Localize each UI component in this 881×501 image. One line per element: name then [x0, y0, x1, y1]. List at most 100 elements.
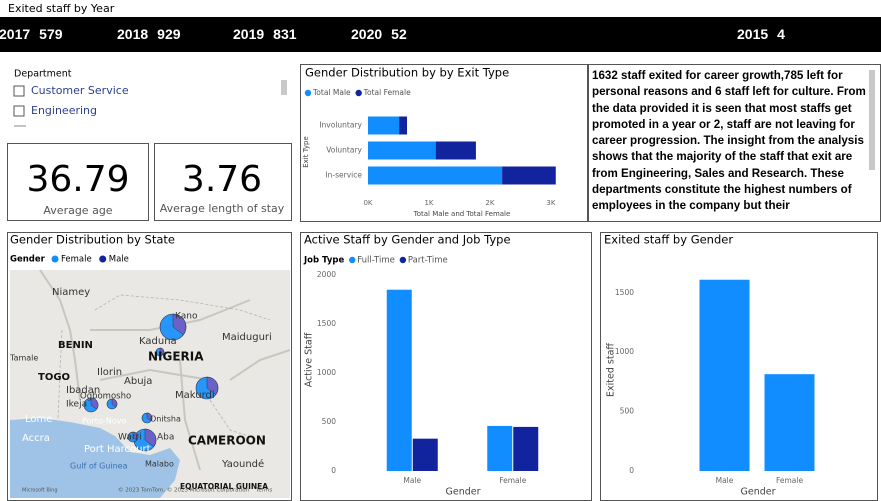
map-bubble-slice — [172, 313, 187, 336]
scrollbar — [869, 70, 875, 170]
bar — [386, 289, 412, 471]
map-place: Aba — [157, 433, 174, 443]
ticker-item: 2015 4 — [737, 26, 785, 42]
map-place: BENIN — [58, 340, 93, 351]
x-tick-label: Female — [499, 476, 527, 485]
map-bubble-slice — [90, 397, 99, 410]
map-bubble-slice — [111, 398, 118, 408]
ticker-count: 831 — [273, 26, 297, 42]
bar — [487, 425, 513, 471]
x-axis-label: Total Male and Total Female — [413, 210, 511, 218]
legend-marker — [399, 256, 407, 264]
ticker-count: 929 — [157, 26, 181, 42]
legend-label: Female — [61, 255, 92, 265]
x-tick-label: 1K — [424, 199, 433, 207]
y-tick-label: Voluntary — [326, 146, 362, 155]
legend-label: Total Male — [312, 88, 351, 97]
x-tick-label: Female — [776, 476, 804, 485]
map-place: NIGERIA — [148, 350, 204, 364]
map-place: Ogbomosho — [80, 392, 131, 402]
map-place: TOGO — [38, 372, 70, 383]
map-place: Ibadan — [66, 385, 100, 396]
map-place: CAMEROON — [188, 434, 266, 448]
y-tick-label: 1500 — [615, 288, 634, 297]
checkbox[interactable] — [13, 85, 25, 97]
map-credit: © 2023 TomTom, © 2023 Microsoft Corporat… — [118, 487, 250, 494]
panel-frame — [300, 64, 588, 222]
y-tick-label: Involuntary — [319, 121, 362, 130]
bar-segment — [368, 166, 503, 185]
bar-segment — [502, 166, 556, 185]
map-title: Gender Distribution by State — [10, 233, 175, 247]
map-place: Gulf of Guinea — [70, 462, 128, 471]
y-tick-label: 1000 — [317, 368, 336, 377]
map-place: Malabo — [145, 460, 174, 469]
map-place: Lome — [25, 414, 52, 425]
map-borders — [57, 294, 271, 441]
card-value: 3.76 — [182, 159, 262, 200]
slicer-item[interactable]: Customer Service — [31, 84, 129, 97]
ticker-item: 2017 579 — [0, 26, 63, 42]
map-bubble-slice — [206, 376, 219, 395]
slicer-item[interactable]: Engineering — [31, 104, 97, 117]
bar-segment — [368, 141, 436, 160]
card-label: Average length of stay — [160, 202, 285, 215]
y-axis-label: Exit Type — [302, 136, 310, 168]
chart-title: Exited staff by Gender — [604, 233, 733, 247]
legend-marker — [99, 255, 107, 263]
card-value: 36.79 — [26, 159, 129, 200]
map-bubble-slice — [159, 347, 165, 355]
map-place: Abuja — [124, 376, 152, 387]
y-tick-label: 500 — [322, 417, 337, 426]
legend-marker — [355, 89, 362, 97]
x-tick-label: 3K — [546, 199, 555, 207]
x-tick-label: 0K — [363, 199, 372, 207]
slicer-title: Department — [14, 69, 72, 80]
y-axis-label: Active Staff — [304, 332, 315, 387]
x-tick-label: Male — [403, 476, 421, 485]
map-place: Makurdi — [175, 390, 215, 401]
bar — [699, 279, 750, 471]
x-axis-label: Gender — [740, 487, 775, 498]
scrollbar — [281, 80, 287, 95]
y-tick-label: 1500 — [317, 319, 336, 328]
map-place: Ikeja — [66, 400, 87, 410]
map-bubble-slice — [132, 431, 139, 441]
panel-frame — [300, 232, 592, 501]
y-axis-label: Exited staff — [606, 343, 617, 397]
map-place: Maiduguri — [222, 332, 272, 343]
y-tick-label: 2000 — [317, 270, 336, 279]
map-bubble-slice — [144, 428, 157, 447]
x-tick-label: Male — [716, 476, 734, 485]
legend-label: Male — [109, 255, 129, 265]
bar — [412, 438, 438, 471]
legend-title: Gender — [10, 255, 46, 265]
legend-title: Job Type — [303, 256, 344, 266]
bar — [764, 374, 815, 471]
x-tick-label: 2K — [485, 199, 494, 207]
ticker-count: 579 — [39, 26, 63, 42]
y-tick-label: 0 — [331, 466, 336, 475]
y-tick-label: In-service — [325, 171, 362, 180]
map-place: Porto-Novo — [82, 417, 126, 426]
legend-label: Total Female — [363, 88, 411, 97]
bar-segment — [399, 116, 408, 135]
ticker-year: 2017 — [0, 26, 31, 42]
map-place: Yaoundé — [221, 458, 264, 470]
legend-label: Full-Time — [357, 256, 395, 266]
y-tick-label: 0 — [629, 466, 634, 475]
checkbox[interactable] — [13, 105, 25, 117]
map-sea — [10, 418, 180, 498]
ticker-item: 2020 52 — [351, 26, 407, 42]
insight-text: 1632 staff exited for career growth,785 … — [592, 69, 866, 213]
map-place: Kaduna — [139, 336, 177, 347]
map-place: Kano — [175, 312, 198, 322]
card-frame — [154, 143, 292, 221]
card-label: Average age — [43, 204, 112, 217]
map-place: EQUATORIAL GUINEA — [180, 482, 268, 491]
bar-segment — [435, 141, 476, 160]
map-place: Onitsha — [150, 415, 181, 424]
ticker-year: 2020 — [351, 26, 383, 42]
